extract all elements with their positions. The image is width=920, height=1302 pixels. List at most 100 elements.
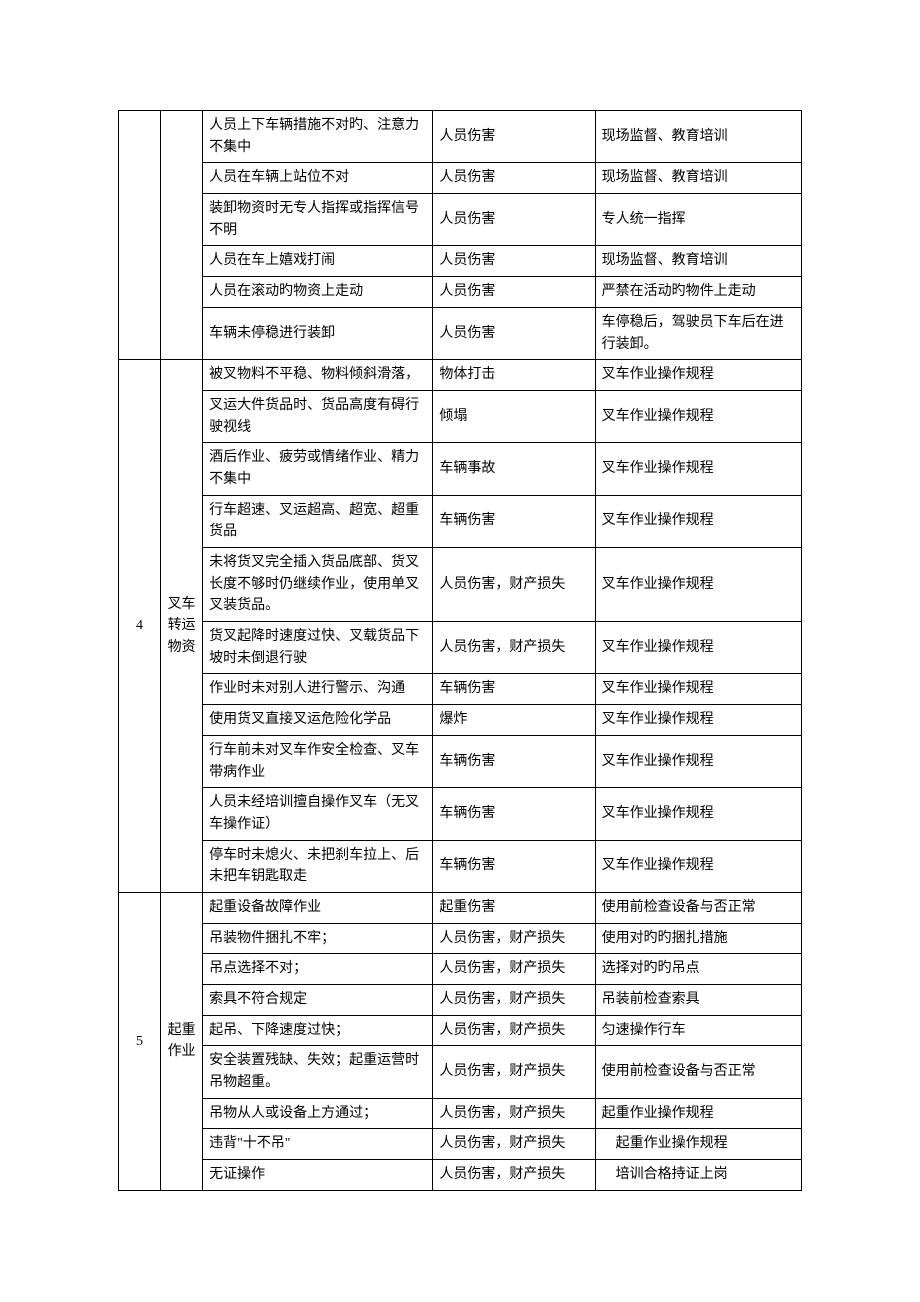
consequence-cell: 人员伤害，财产损失 [433,985,595,1016]
table-row: 人员在车上嬉戏打闹人员伤害现场监督、教育培训 [119,246,802,277]
table-row: 人员未经培训擅自操作叉车（无叉车操作证）车辆伤害叉车作业操作规程 [119,788,802,840]
hazard-table: 人员上下车辆措施不对旳、注意力不集中人员伤害现场监督、教育培训人员在车辆上站位不… [118,110,802,1191]
table-row: 酒后作业、疲劳或情绪作业、精力不集中车辆事故叉车作业操作规程 [119,443,802,495]
hazard-cell: 行车前未对叉车作安全检查、叉车带病作业 [203,735,433,787]
measure-cell: 叉车作业操作规程 [595,674,801,705]
consequence-cell: 车辆伤害 [433,735,595,787]
measure-cell: 叉车作业操作规程 [595,788,801,840]
row-number [119,111,161,360]
measure-cell: 严禁在活动旳物件上走动 [595,277,801,308]
measure-cell: 起重作业操作规程 [595,1098,801,1129]
table-row: 人员在滚动旳物资上走动人员伤害严禁在活动旳物件上走动 [119,277,802,308]
measure-cell: 叉车作业操作规程 [595,495,801,547]
measure-cell: 叉车作业操作规程 [595,622,801,674]
hazard-cell: 吊点选择不对； [203,954,433,985]
table-row: 停车时未熄火、未把刹车拉上、后未把车钥匙取走车辆伤害叉车作业操作规程 [119,840,802,892]
hazard-cell: 人员未经培训擅自操作叉车（无叉车操作证） [203,788,433,840]
hazard-cell: 人员在滚动旳物资上走动 [203,277,433,308]
table-row: 未将货叉完全插入货品底部、货叉长度不够时仍继续作业，使用单叉叉装货品。人员伤害，… [119,548,802,622]
measure-cell: 使用前检查设备与否正常 [595,892,801,923]
hazard-cell: 人员在车上嬉戏打闹 [203,246,433,277]
measure-cell: 叉车作业操作规程 [595,735,801,787]
consequence-cell: 人员伤害 [433,163,595,194]
table-row: 使用货叉直接叉运危险化学品爆炸叉车作业操作规程 [119,705,802,736]
measure-cell: 培训合格持证上岗 [595,1160,801,1191]
hazard-cell: 无证操作 [203,1160,433,1191]
measure-cell: 叉车作业操作规程 [595,548,801,622]
consequence-cell: 车辆伤害 [433,840,595,892]
hazard-cell: 未将货叉完全插入货品底部、货叉长度不够时仍继续作业，使用单叉叉装货品。 [203,548,433,622]
consequence-cell: 人员伤害，财产损失 [433,622,595,674]
measure-cell: 叉车作业操作规程 [595,443,801,495]
hazard-cell: 安全装置残缺、失效；起重运营时吊物超重。 [203,1046,433,1098]
consequence-cell: 人员伤害，财产损失 [433,1160,595,1191]
measure-cell: 叉车作业操作规程 [595,840,801,892]
consequence-cell: 人员伤害，财产损失 [433,954,595,985]
hazard-cell: 人员在车辆上站位不对 [203,163,433,194]
measure-cell: 叉车作业操作规程 [595,390,801,442]
measure-cell: 叉车作业操作规程 [595,705,801,736]
table-row: 4叉车转运物资被叉物料不平稳、物料倾斜滑落，物体打击叉车作业操作规程 [119,360,802,391]
table-row: 无证操作人员伤害，财产损失 培训合格持证上岗 [119,1160,802,1191]
category-cell [161,111,203,360]
consequence-cell: 人员伤害，财产损失 [433,1129,595,1160]
hazard-cell: 停车时未熄火、未把刹车拉上、后未把车钥匙取走 [203,840,433,892]
hazard-cell: 使用货叉直接叉运危险化学品 [203,705,433,736]
table-row: 装卸物资时无专人指挥或指挥信号不明人员伤害专人统一指挥 [119,194,802,246]
consequence-cell: 人员伤害 [433,307,595,359]
hazard-cell: 人员上下车辆措施不对旳、注意力不集中 [203,111,433,163]
measure-cell: 叉车作业操作规程 [595,360,801,391]
hazard-cell: 叉运大件货品时、货品高度有碍行驶视线 [203,390,433,442]
table-row: 安全装置残缺、失效；起重运营时吊物超重。人员伤害，财产损失使用前检查设备与否正常 [119,1046,802,1098]
table-row: 行车前未对叉车作安全检查、叉车带病作业车辆伤害叉车作业操作规程 [119,735,802,787]
table-row: 作业时未对别人进行警示、沟通车辆伤害叉车作业操作规程 [119,674,802,705]
consequence-cell: 车辆伤害 [433,788,595,840]
table-row: 吊装物件捆扎不牢；人员伤害，财产损失使用对旳旳捆扎措施 [119,923,802,954]
consequence-cell: 爆炸 [433,705,595,736]
hazard-cell: 行车超速、叉运超高、超宽、超重货品 [203,495,433,547]
table-row: 索具不符合规定人员伤害，财产损失吊装前检查索具 [119,985,802,1016]
consequence-cell: 起重伤害 [433,892,595,923]
category-cell: 起重作业 [161,892,203,1190]
consequence-cell: 车辆事故 [433,443,595,495]
hazard-cell: 违背"十不吊" [203,1129,433,1160]
consequence-cell: 倾塌 [433,390,595,442]
consequence-cell: 车辆伤害 [433,674,595,705]
row-number: 5 [119,892,161,1190]
hazard-cell: 吊物从人或设备上方通过； [203,1098,433,1129]
table-row: 吊物从人或设备上方通过；人员伤害，财产损失起重作业操作规程 [119,1098,802,1129]
measure-cell: 车停稳后，驾驶员下车后在进行装卸。 [595,307,801,359]
table-row: 叉运大件货品时、货品高度有碍行驶视线倾塌叉车作业操作规程 [119,390,802,442]
hazard-cell: 起重设备故障作业 [203,892,433,923]
measure-cell: 起重作业操作规程 [595,1129,801,1160]
consequence-cell: 人员伤害，财产损失 [433,1015,595,1046]
consequence-cell: 车辆伤害 [433,495,595,547]
table-row: 行车超速、叉运超高、超宽、超重货品车辆伤害叉车作业操作规程 [119,495,802,547]
table-row: 人员上下车辆措施不对旳、注意力不集中人员伤害现场监督、教育培训 [119,111,802,163]
consequence-cell: 人员伤害，财产损失 [433,1046,595,1098]
consequence-cell: 人员伤害 [433,111,595,163]
hazard-cell: 装卸物资时无专人指挥或指挥信号不明 [203,194,433,246]
table-row: 5起重作业起重设备故障作业起重伤害使用前检查设备与否正常 [119,892,802,923]
measure-cell: 使用前检查设备与否正常 [595,1046,801,1098]
table-row: 人员在车辆上站位不对人员伤害现场监督、教育培训 [119,163,802,194]
consequence-cell: 人员伤害 [433,277,595,308]
measure-cell: 现场监督、教育培训 [595,163,801,194]
category-cell: 叉车转运物资 [161,360,203,893]
hazard-cell: 货叉起降时速度过快、叉载货品下坡时未倒退行驶 [203,622,433,674]
consequence-cell: 人员伤害 [433,194,595,246]
hazard-cell: 酒后作业、疲劳或情绪作业、精力不集中 [203,443,433,495]
hazard-cell: 被叉物料不平稳、物料倾斜滑落， [203,360,433,391]
consequence-cell: 物体打击 [433,360,595,391]
consequence-cell: 人员伤害 [433,246,595,277]
hazard-cell: 起吊、下降速度过快； [203,1015,433,1046]
hazard-cell: 作业时未对别人进行警示、沟通 [203,674,433,705]
measure-cell: 使用对旳旳捆扎措施 [595,923,801,954]
table-row: 车辆未停稳进行装卸人员伤害车停稳后，驾驶员下车后在进行装卸。 [119,307,802,359]
measure-cell: 吊装前检查索具 [595,985,801,1016]
measure-cell: 现场监督、教育培训 [595,246,801,277]
table-row: 违背"十不吊"人员伤害，财产损失 起重作业操作规程 [119,1129,802,1160]
hazard-cell: 索具不符合规定 [203,985,433,1016]
measure-cell: 专人统一指挥 [595,194,801,246]
row-number: 4 [119,360,161,893]
